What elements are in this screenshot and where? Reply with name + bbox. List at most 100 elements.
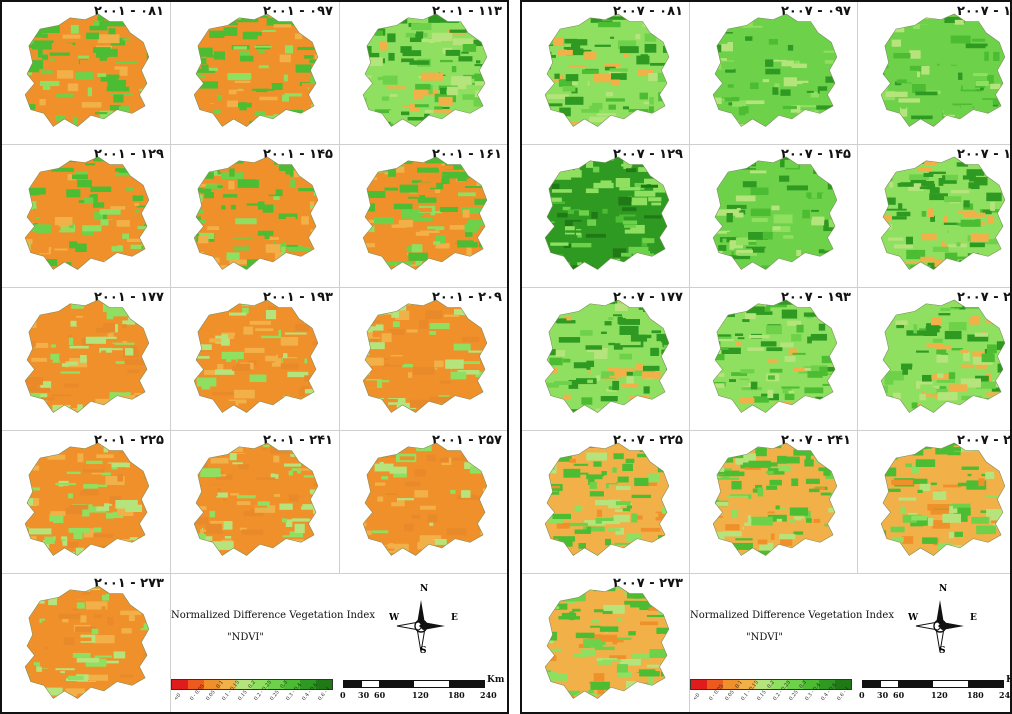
compass-s-label: S bbox=[939, 646, 946, 656]
map-cell: ۲۰۰۱ - ۰۸۱ bbox=[2, 2, 171, 145]
ndvi-map bbox=[544, 442, 670, 556]
colorbar-class-label: <0 bbox=[692, 692, 702, 702]
colorbar-class-swatch bbox=[252, 680, 268, 689]
ndvi-map bbox=[24, 299, 150, 413]
map-date-label: ۲۰۰۱ - ۱۴۵ bbox=[263, 147, 333, 162]
colorbar-class-swatch bbox=[707, 680, 723, 689]
scale-tick-label: 180 bbox=[967, 690, 984, 700]
colorbar-class-swatch bbox=[188, 680, 204, 689]
ndvi-colorbar bbox=[171, 679, 333, 690]
map-date-label: ۲۰۰۱ - ۱۲۹ bbox=[94, 147, 164, 162]
map-cell: ۲۰۰۱ - ۰۹۷ bbox=[171, 2, 340, 145]
scale-tick-label: 0 bbox=[340, 690, 346, 700]
map-cell: ۲۰۰۱ - ۱۶۱ bbox=[340, 145, 507, 288]
map-cell: ۲۰۰۷ - ۲۷۳ bbox=[522, 574, 690, 712]
scale-bar-segment bbox=[898, 681, 933, 687]
scale-bar-segment bbox=[344, 681, 362, 687]
compass-w-label: W bbox=[389, 613, 400, 623]
scale-tick-label: 30 bbox=[877, 690, 889, 700]
ndvi-map bbox=[880, 13, 1006, 127]
map-cell: ۲۰۰۷ - ۲۲۵ bbox=[522, 431, 690, 574]
colorbar-class-swatch bbox=[284, 680, 300, 689]
map-cell: ۲۰۰۱ - ۲۵۷ bbox=[340, 431, 507, 574]
scale-tick-label: 240 bbox=[480, 690, 497, 700]
map-date-label: ۲۰۰۱ - ۲۰۹ bbox=[432, 290, 502, 305]
ndvi-map bbox=[712, 156, 838, 270]
colorbar-class-swatch bbox=[803, 680, 819, 689]
compass-n-label: N bbox=[420, 584, 429, 594]
colorbar-class-swatch bbox=[787, 680, 803, 689]
colorbar-class-label: <0 bbox=[173, 692, 183, 702]
map-cell: ۲۰۰۷ - ۱۷۷ bbox=[522, 288, 690, 431]
ndvi-map bbox=[880, 442, 1006, 556]
map-cell: ۲۰۰۷ - ۱۱ bbox=[858, 2, 1012, 145]
map-date-label: ۲۰۰۱ - ۱۹۳ bbox=[263, 290, 333, 305]
compass-w-label: W bbox=[908, 613, 919, 623]
scale-bar-segment bbox=[414, 681, 449, 687]
map-date-label: ۲۰۰۷ - ۲۴۱ bbox=[781, 433, 851, 448]
colorbar-class-swatch bbox=[236, 680, 252, 689]
map-date-label: ۲۰۰۷ - ۰۸۱ bbox=[613, 4, 683, 19]
scale-bar-segment bbox=[933, 681, 968, 687]
map-cell: ۲۰۰۷ - ۱۴۵ bbox=[690, 145, 858, 288]
map-date-label: ۲۰۰۷ - ۰۹۷ bbox=[781, 4, 851, 19]
map-cell: ۲۰۰۷ - ۱۲۹ bbox=[522, 145, 690, 288]
colorbar-class-swatch bbox=[835, 680, 851, 689]
map-cell: ۲۰۰۱ - ۱۹۳ bbox=[171, 288, 340, 431]
ndvi-map bbox=[712, 442, 838, 556]
colorbar-class-swatch bbox=[172, 680, 188, 689]
map-date-label: ۲۰۰۷ - ۱۴۵ bbox=[781, 147, 851, 162]
ndvi-map bbox=[544, 13, 670, 127]
map-date-label: ۲۰۰۱ - ۲۴۱ bbox=[263, 433, 333, 448]
ndvi-map bbox=[880, 299, 1006, 413]
ndvi-map bbox=[193, 13, 319, 127]
map-cell: ۲۰۰۱ - ۲۴۱ bbox=[171, 431, 340, 574]
panel-2007: ۲۰۰۷ - ۰۸۱ ۲۰۰۷ - ۰۹۷ ۲۰۰۷ - ۱۱ ۲۰۰۷ - ۱۲۹ ۲… bbox=[520, 0, 1012, 714]
scale-bar-segment bbox=[880, 681, 898, 687]
scale-tick-label: 60 bbox=[893, 690, 905, 700]
map-cell: ۲۰۰۱ - ۱۷۷ bbox=[2, 288, 171, 431]
legend-subtitle: "NDVI" bbox=[227, 632, 264, 643]
colorbar-class-swatch bbox=[691, 680, 707, 689]
map-cell: ۲۰۰۱ - ۲۲۵ bbox=[2, 431, 171, 574]
map-date-label: ۲۰۰۷ - ۱٦ bbox=[956, 147, 1012, 162]
map-date-label: ۲۰۰۷ - ۱۱ bbox=[956, 4, 1012, 19]
map-date-label: ۲۰۰۱ - ۱۶۱ bbox=[432, 147, 502, 162]
map-date-label: ۲۰۰۱ - ۲۷۳ bbox=[94, 576, 164, 591]
legend: Normalized Difference Vegetation Index "N… bbox=[171, 574, 506, 712]
compass-e-label: E bbox=[451, 613, 458, 623]
ndvi-map bbox=[362, 299, 488, 413]
map-date-label: ۲۰۰۷ - ۲۰ bbox=[956, 290, 1012, 305]
map-date-label: ۲۰۰۱ - ۱۷۷ bbox=[94, 290, 164, 305]
colorbar-class-swatch bbox=[739, 680, 755, 689]
map-date-label: ۲۰۰۱ - ۰۸۱ bbox=[94, 4, 164, 19]
ndvi-map bbox=[193, 156, 319, 270]
legend-title: Normalized Difference Vegetation Index bbox=[171, 610, 375, 621]
map-date-label: ۲۰۰۷ - ۱۷۷ bbox=[613, 290, 683, 305]
compass-e-label: E bbox=[970, 613, 977, 623]
colorbar-class-swatch bbox=[300, 680, 316, 689]
ndvi-map bbox=[193, 299, 319, 413]
north-arrow-icon bbox=[396, 600, 445, 653]
legend-title: Normalized Difference Vegetation Index bbox=[690, 610, 894, 621]
colorbar-class-swatch bbox=[220, 680, 236, 689]
map-cell: ۲۰۰۱ - ۱۲۹ bbox=[2, 145, 171, 288]
map-date-label: ۲۰۰۷ - ۲۷۳ bbox=[613, 576, 683, 591]
map-cell: ۲۰۰۱ - ۲۰۹ bbox=[340, 288, 507, 431]
map-cell: ۲۰۰۷ - ۲۰ bbox=[858, 288, 1012, 431]
colorbar-class-swatch bbox=[268, 680, 284, 689]
ndvi-map bbox=[24, 585, 150, 699]
map-cell: ۲۰۰۱ - ۱۴۵ bbox=[171, 145, 340, 288]
map-date-label: ۲۰۰۱ - ۲۵۷ bbox=[432, 433, 502, 448]
scale-tick-label: 60 bbox=[374, 690, 386, 700]
colorbar-class-swatch bbox=[819, 680, 835, 689]
ndvi-map bbox=[24, 13, 150, 127]
scale-bar-segment bbox=[968, 681, 1003, 687]
ndvi-map bbox=[362, 156, 488, 270]
legend: Normalized Difference Vegetation Index "N… bbox=[690, 574, 1010, 712]
scale-tick-label: 30 bbox=[358, 690, 370, 700]
map-cell: ۲۰۰۷ - ۰۹۷ bbox=[690, 2, 858, 145]
map-cell: ۲۰۰۷ - ۱٦ bbox=[858, 145, 1012, 288]
scale-unit: Km bbox=[487, 675, 505, 685]
compass-n-label: N bbox=[939, 584, 948, 594]
